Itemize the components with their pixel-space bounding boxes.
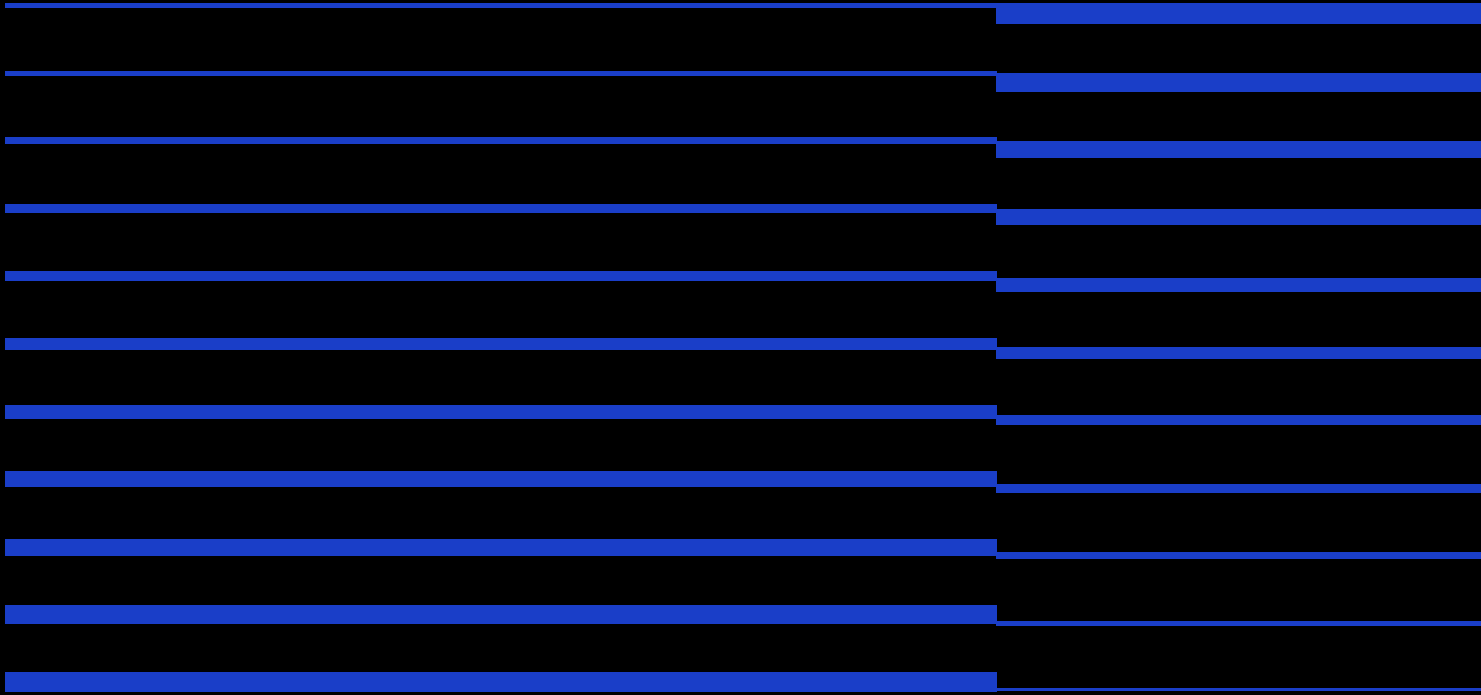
left-stripe [5,137,997,144]
right-stripe [996,621,1481,626]
left-stripe [5,405,997,419]
left-stripe [5,271,997,281]
right-stripe [996,347,1481,359]
right-stripe [996,688,1481,691]
right-stripe [996,415,1481,425]
right-stripe [996,209,1481,225]
left-stripe [5,605,997,624]
left-stripe [5,3,997,8]
right-stripe [996,484,1481,493]
right-stripe [996,552,1481,559]
right-stripe [996,141,1481,158]
left-stripe [5,71,997,76]
right-stripe [996,278,1481,292]
left-stripe [5,338,997,350]
left-stripe [5,471,997,487]
right-stripe [996,73,1481,92]
left-stripe [5,539,997,556]
left-stripe [5,204,997,213]
right-stripe [996,3,1481,24]
left-stripe [5,672,997,692]
